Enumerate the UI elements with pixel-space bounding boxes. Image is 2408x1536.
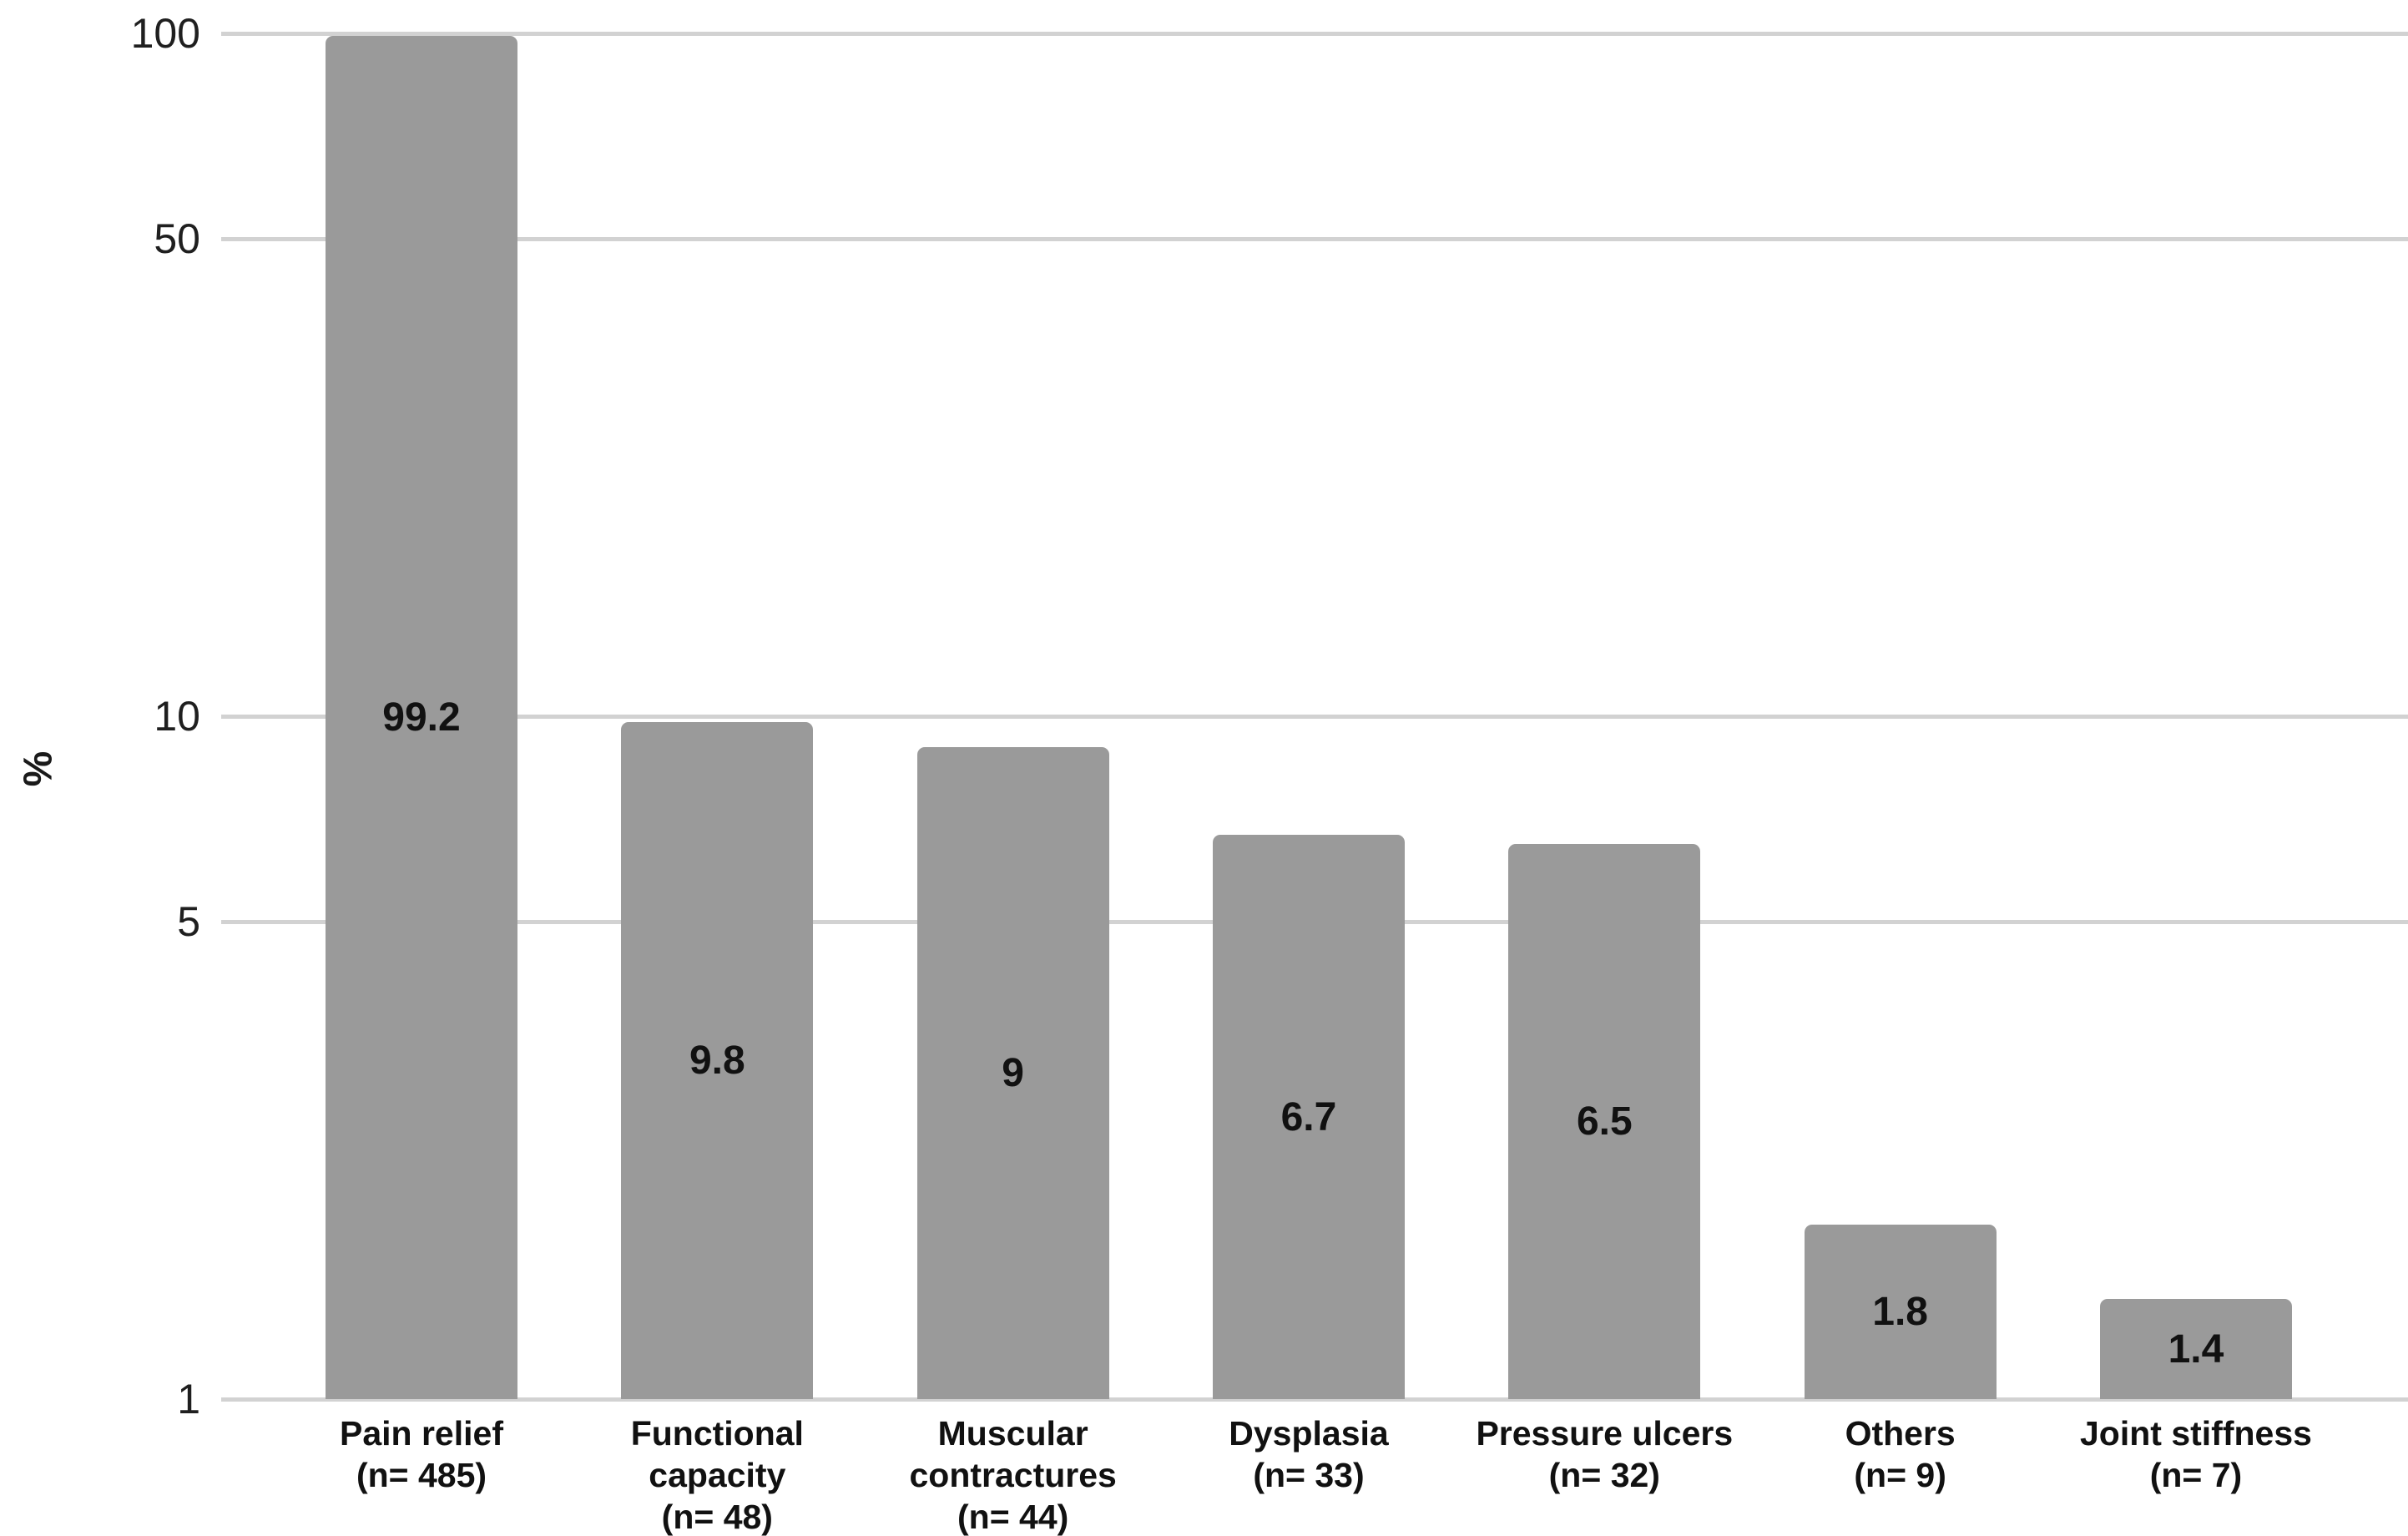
x-category-label: Muscular contractures (n= 44)	[855, 1412, 1172, 1536]
bar-value-label: 1.4	[2168, 1326, 2224, 1372]
bar-value-label: 6.5	[1576, 1099, 1633, 1144]
bar: 1.8	[1804, 1225, 1997, 1399]
x-category-label-line: Others	[1845, 1414, 1956, 1453]
x-category-label: Pain relief (n= 485)	[263, 1412, 580, 1496]
y-gridline	[221, 31, 2408, 36]
y-gridline	[221, 714, 2408, 719]
y-gridline	[221, 236, 2408, 241]
bar: 6.7	[1212, 835, 1405, 1399]
x-category-label: Others (n= 9)	[1742, 1412, 2059, 1496]
x-category-label-line: Functional	[630, 1414, 804, 1453]
bar-value-label: 1.8	[1872, 1290, 1928, 1335]
bar: 6.5	[1508, 844, 1701, 1399]
bar: 9	[916, 747, 1109, 1399]
bar-value-label: 9.8	[689, 1038, 745, 1084]
x-category-label-line: Pressure ulcers	[1476, 1414, 1734, 1453]
x-category-label: Dysplasia (n= 33)	[1150, 1412, 1467, 1496]
x-category-label-line: (n= 33)	[1253, 1456, 1365, 1494]
y-tick-label: 5	[177, 898, 200, 946]
x-category-label-line: Muscular	[937, 1414, 1088, 1453]
y-axis-title: %	[16, 750, 61, 787]
bar: 1.4	[2099, 1299, 2292, 1399]
bar-value-label: 99.2	[382, 695, 461, 740]
y-tick-label: 1	[177, 1376, 200, 1422]
y-gridline	[221, 1397, 2408, 1402]
x-category-label: Functional capacity (n= 48)	[558, 1412, 876, 1536]
x-category-label-line: (n= 48)	[661, 1498, 773, 1536]
bar: 9.8	[621, 722, 814, 1399]
y-tick-label: 100	[130, 10, 200, 57]
y-tick-label: 10	[154, 693, 200, 740]
x-category-label: Pressure ulcers (n= 32)	[1446, 1412, 1763, 1496]
bar-value-label: 9	[1002, 1051, 1024, 1096]
y-tick-label: 50	[154, 215, 200, 263]
bar: 99.2	[326, 35, 517, 1399]
x-category-label-line: Pain relief	[340, 1414, 503, 1453]
x-category-label-line: capacity	[649, 1456, 786, 1494]
x-category-label-line: Dysplasia	[1229, 1414, 1389, 1453]
x-category-label-line: (n= 7)	[2149, 1456, 2243, 1494]
x-category-label-line: (n= 44)	[957, 1498, 1069, 1536]
x-category-label: Joint stiffness (n= 7)	[2037, 1412, 2355, 1496]
bar-value-label: 6.7	[1280, 1094, 1337, 1139]
x-category-label-line: (n= 9)	[1854, 1456, 1946, 1494]
x-category-label-line: (n= 32)	[1548, 1456, 1660, 1494]
x-category-label-line: Joint stiffness	[2080, 1414, 2312, 1453]
x-category-label-line: contractures	[909, 1456, 1117, 1494]
x-category-label-line: (n= 485)	[356, 1456, 487, 1494]
